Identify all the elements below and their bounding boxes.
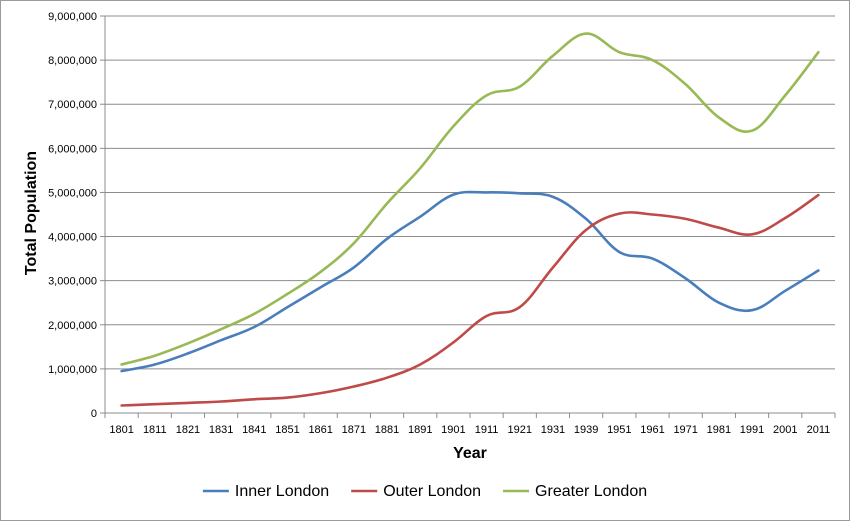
y-tick-label: 9,000,000 <box>48 11 97 23</box>
y-tick-label: 6,000,000 <box>48 143 97 155</box>
y-tick-label: 1,000,000 <box>48 364 97 376</box>
y-tick-label: 7,000,000 <box>48 99 97 111</box>
x-tick-label: 1811 <box>143 424 167 436</box>
x-tick-label: 1951 <box>607 424 631 436</box>
x-tick-label: 1821 <box>176 424 200 436</box>
y-axis-title: Total Population <box>23 151 40 275</box>
x-tick-label: 1871 <box>342 424 366 436</box>
y-tick-label: 3,000,000 <box>48 276 97 288</box>
legend-item-outer-london: Outer London <box>351 483 481 500</box>
y-tick-label: 2,000,000 <box>48 320 97 332</box>
legend-item-greater-london: Greater London <box>503 483 647 500</box>
x-tick-label: 2001 <box>773 424 797 436</box>
x-tick-label: 1801 <box>109 424 133 436</box>
legend-label: Inner London <box>235 483 329 500</box>
axes <box>100 15 836 418</box>
series-lines <box>120 32 820 407</box>
x-tick-label: 1961 <box>640 424 664 436</box>
x-tick-label: 1851 <box>275 424 299 436</box>
y-tick-label: 5,000,000 <box>48 187 97 199</box>
x-tick-label: 1911 <box>475 424 499 436</box>
x-tick-label: 1991 <box>740 424 764 436</box>
y-tick-label: 8,000,000 <box>48 55 97 67</box>
x-tick-label: 1841 <box>242 424 266 436</box>
x-tick-label: 2011 <box>807 424 831 436</box>
series-line-greater-london <box>120 32 820 366</box>
series-line-inner-london <box>120 190 820 373</box>
x-tick-label: 1921 <box>508 424 532 436</box>
x-tick-label: 1891 <box>408 424 432 436</box>
legend-label: Greater London <box>535 483 647 500</box>
x-tick-label: 1931 <box>541 424 565 436</box>
series-line-outer-london <box>120 193 820 407</box>
x-tick-label: 1971 <box>673 424 697 436</box>
y-tick-labels: 0 1,000,000 2,000,000 3,000,000 4,000,000 5,0… <box>48 11 97 420</box>
x-tick-label: 1901 <box>441 424 465 436</box>
x-tick-label: 1981 <box>707 424 731 436</box>
x-axis-title: Year <box>453 445 487 462</box>
y-tick-label: 0 <box>91 408 97 420</box>
x-tick-label: 1939 <box>574 424 598 436</box>
legend-item-inner-london: Inner London <box>202 483 329 500</box>
legend-label: Outer London <box>383 483 481 500</box>
x-tick-labels: 1801 1811 1821 1831 1841 1851 1861 1871 1881 1891… <box>109 424 830 436</box>
legend: Inner London Outer London Greater London <box>202 483 647 500</box>
x-tick-label: 1861 <box>308 424 332 436</box>
x-tick-label: 1831 <box>209 424 233 436</box>
x-tick-label: 1881 <box>375 424 399 436</box>
gridlines <box>105 15 835 370</box>
y-tick-label: 4,000,000 <box>48 232 97 244</box>
